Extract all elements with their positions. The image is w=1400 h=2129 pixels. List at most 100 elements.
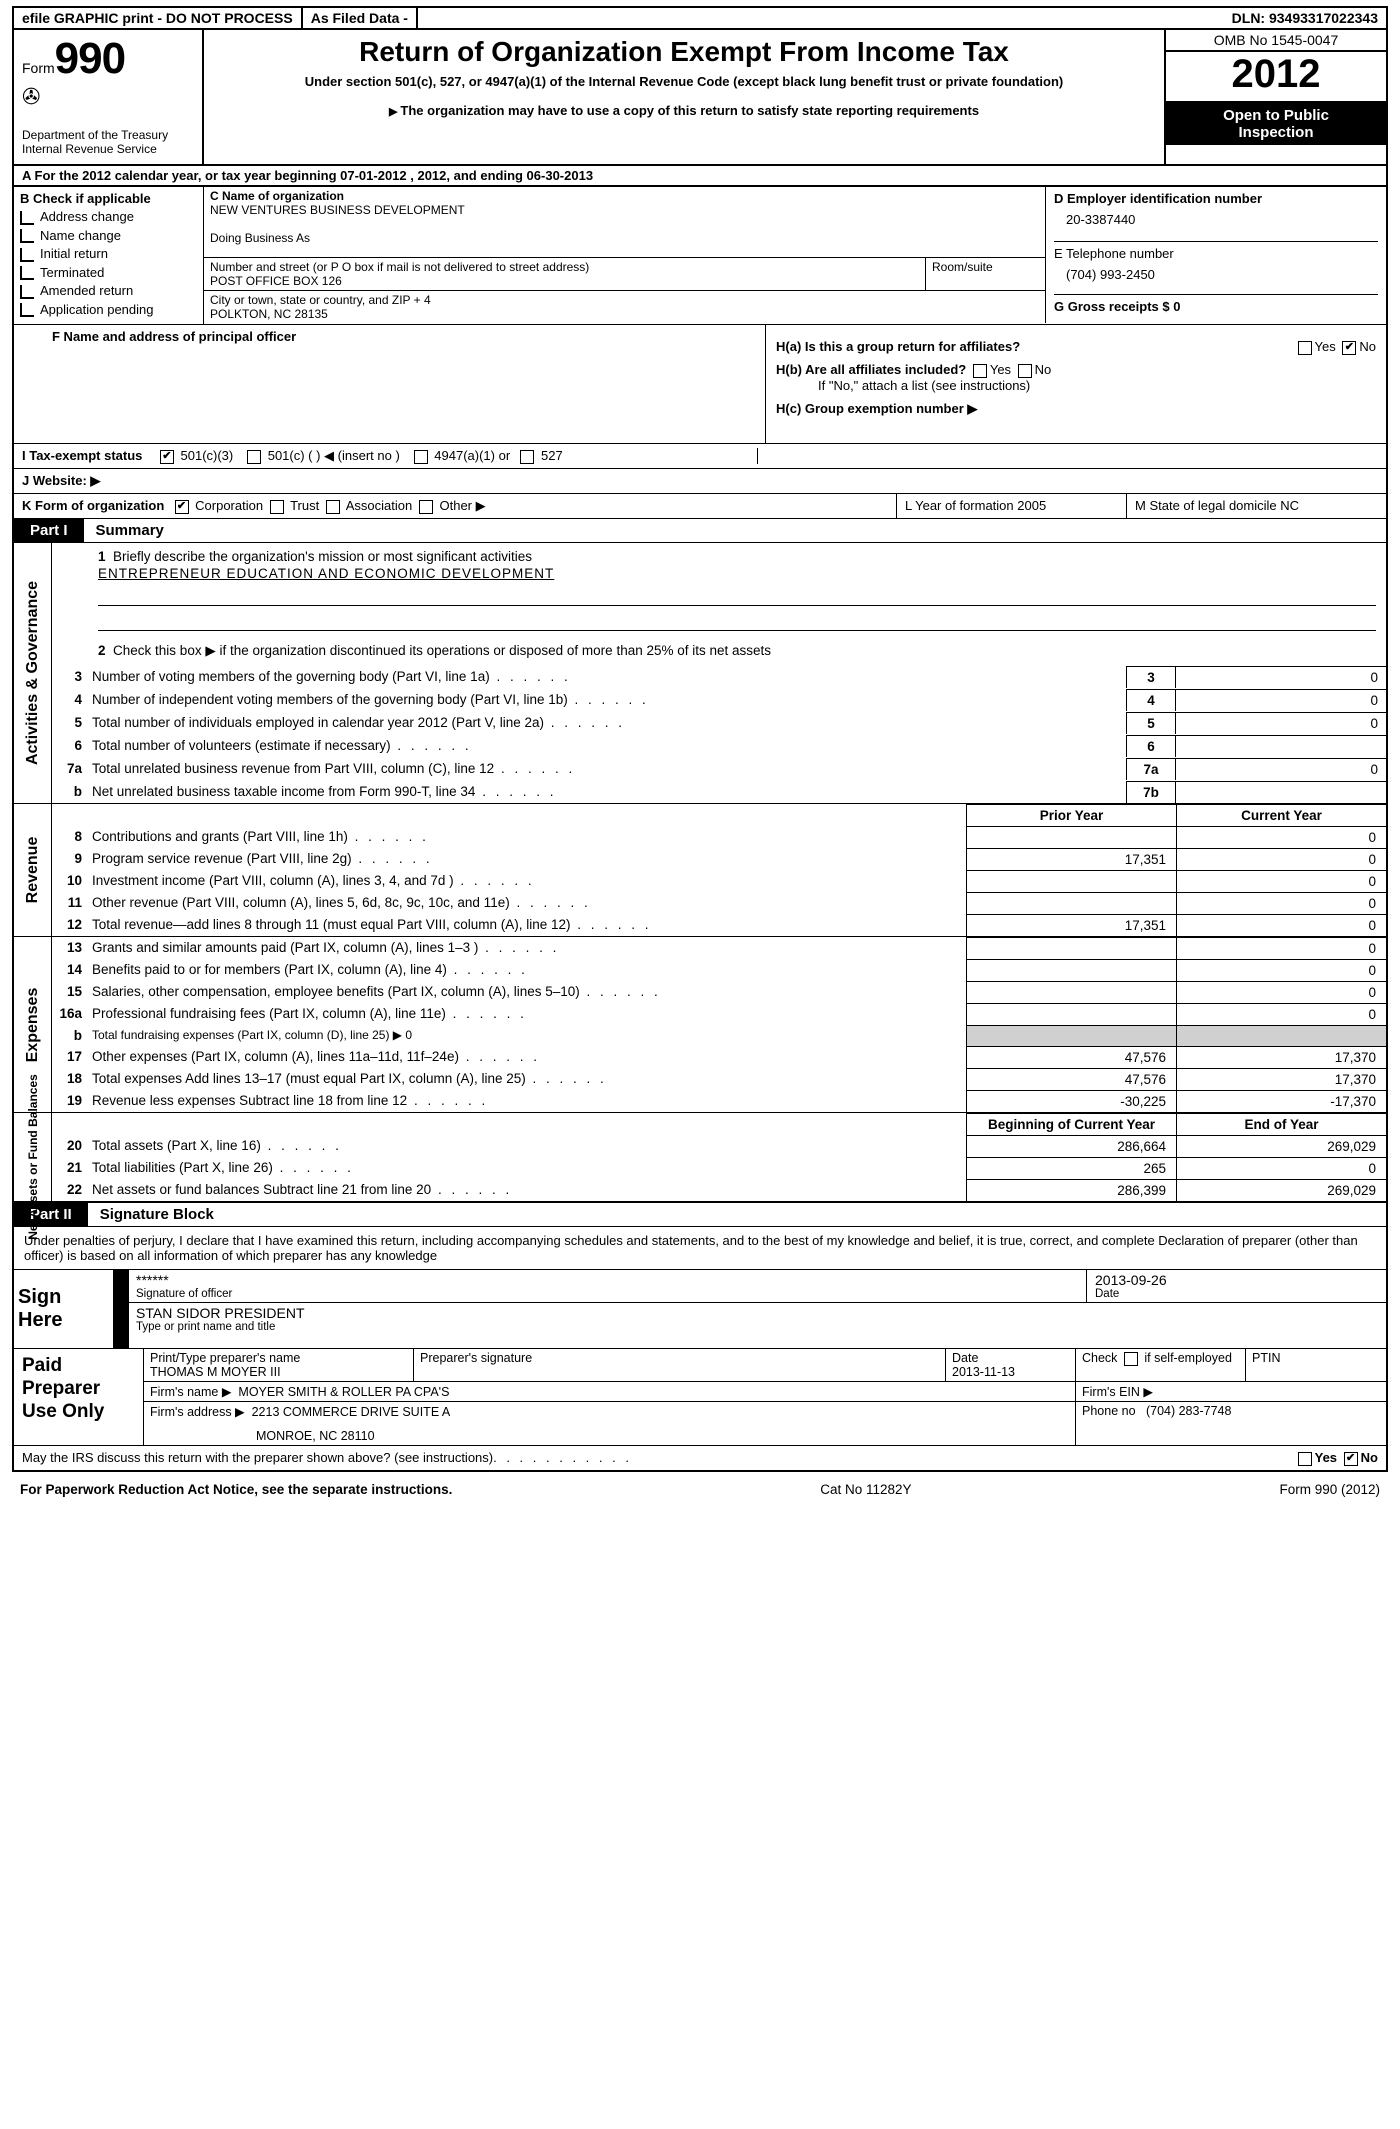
net-assets-block: Net Assets or Fund Balances Beginning of… [12,1112,1388,1203]
dept-line: Department of the Treasury [22,128,194,142]
ha-no-checkbox[interactable]: ✔ [1342,341,1356,355]
phone-value: (704) 993-2450 [1066,267,1378,282]
assoc-checkbox[interactable] [326,500,340,514]
address-cell: Number and street (or P O box if mail is… [204,258,926,291]
officer-name-cell: STAN SIDOR PRESIDENT Type or print name … [128,1303,1386,1335]
form-subtitle-2: The organization may have to use a copy … [210,103,1158,118]
firm-phone-cell: Phone no (704) 283-7748 [1076,1402,1386,1445]
hb-no-checkbox[interactable] [1018,364,1032,378]
header-left: Form990 ✇ Department of the Treasury Int… [14,30,204,164]
table-row: 4Number of independent voting members of… [52,688,1386,711]
column-c-org: C Name of organization NEW VENTURES BUSI… [204,187,1046,324]
table-row: 10Investment income (Part VIII, column (… [52,870,1386,892]
4947-checkbox[interactable] [414,450,428,464]
q1-mission: 1 Briefly describe the organization's mi… [52,543,1386,637]
signature-block: Under penalties of perjury, I declare th… [12,1226,1388,1472]
e-label: E Telephone number [1054,241,1378,261]
check-application-pending[interactable]: Application pending [20,302,197,318]
line-j: J Website: ▶ [12,468,1388,493]
line-k-l-m: K Form of organization ✔ Corporation Tru… [12,493,1388,518]
column-d-e-g: D Employer identification number 20-3387… [1046,187,1386,324]
table-row: 16aProfessional fundraising fees (Part I… [52,1003,1386,1025]
tax-year: 2012 [1166,52,1386,103]
501c-checkbox[interactable] [247,450,261,464]
discuss-no-checkbox[interactable]: ✔ [1344,1452,1358,1466]
section-b-c-d: B Check if applicable Address change Nam… [12,187,1388,324]
check-initial-return[interactable]: Initial return [20,246,197,262]
discuss-with-preparer-row: May the IRS discuss this return with the… [14,1445,1386,1470]
firm-ein-cell: Firm's EIN ▶ [1076,1382,1386,1401]
expenses-block: Expenses 13Grants and similar amounts pa… [12,936,1388,1112]
org-name-cell: C Name of organization NEW VENTURES BUSI… [204,187,1046,258]
paid-preparer-row: Paid Preparer Use Only Print/Type prepar… [14,1348,1386,1445]
self-employed-checkbox[interactable] [1124,1352,1138,1366]
net-header-row: Beginning of Current Year End of Year [52,1113,1386,1135]
table-row: 20Total assets (Part X, line 16)286,6642… [52,1135,1386,1157]
501c3-checkbox[interactable]: ✔ [160,450,174,464]
dln-cell: DLN: 93493317022343 [1224,8,1386,28]
vlabel-governance: Activities & Governance [14,543,52,803]
table-row: 17Other expenses (Part IX, column (A), l… [52,1046,1386,1068]
corp-checkbox[interactable]: ✔ [175,500,189,514]
check-name-change[interactable]: Name change [20,228,197,244]
dln-label: DLN: [1232,10,1265,26]
part-2-header: Part II Signature Block [12,1203,1388,1226]
part-1-header: Part I Summary [12,518,1388,542]
column-b-checks: B Check if applicable Address change Nam… [14,187,204,324]
f-principal-officer: F Name and address of principal officer [14,325,766,443]
inspection-notice: Open to Public Inspection [1166,103,1386,145]
self-employed-cell: Check if self-employed [1076,1349,1246,1381]
q2-discontinued: 2 Check this box ▶ if the organization d… [52,637,1386,665]
table-row: 6Total number of volunteers (estimate if… [52,734,1386,757]
revenue-block: Revenue Prior Year Current Year 8Contrib… [12,803,1388,936]
dba-label: Doing Business As [210,231,1039,245]
sign-arrow-icon [114,1270,129,1348]
form-title: Return of Organization Exempt From Incom… [210,36,1158,68]
header-right: OMB No 1545-0047 2012 Open to Public Ins… [1166,30,1386,164]
ha-line: H(a) Is this a group return for affiliat… [776,339,1376,354]
527-checkbox[interactable] [520,450,534,464]
table-row: 9Program service revenue (Part VIII, lin… [52,848,1386,870]
activities-governance-block: Activities & Governance 1 Briefly descri… [12,542,1388,803]
table-row: 11Other revenue (Part VIII, column (A), … [52,892,1386,914]
line-a-tax-year: A For the 2012 calendar year, or tax yea… [12,166,1388,187]
line-i: I Tax-exempt status ✔ 501(c)(3) 501(c) (… [22,448,758,464]
address-value: POST OFFICE BOX 126 [210,274,919,288]
paperwork-notice: For Paperwork Reduction Act Notice, see … [20,1482,452,1497]
cat-number: Cat No 11282Y [820,1482,911,1497]
table-row: 3Number of voting members of the governi… [52,665,1386,688]
form-990-page: efile GRAPHIC print - DO NOT PROCESS As … [0,0,1400,1519]
principal-officer-row: F Name and address of principal officer … [12,324,1388,443]
check-terminated[interactable]: Terminated [20,265,197,281]
part-1-title: Summary [96,522,164,539]
firm-address-cell: Firm's address ▶ 2213 COMMERCE DRIVE SUI… [144,1402,1076,1445]
prep-sig-cell: Preparer's signature [414,1349,946,1381]
table-row: 7aTotal unrelated business revenue from … [52,757,1386,780]
other-checkbox[interactable] [419,500,433,514]
ha-yes-checkbox[interactable] [1298,341,1312,355]
paid-preparer-label: Paid Preparer Use Only [14,1349,144,1445]
check-amended[interactable]: Amended return [20,283,197,299]
form-subtitle-1: Under section 501(c), 527, or 4947(a)(1)… [210,74,1158,89]
vlabel-revenue: Revenue [14,804,52,936]
hb-yes-checkbox[interactable] [973,364,987,378]
line-i-j-row: I Tax-exempt status ✔ 501(c)(3) 501(c) (… [12,443,1388,468]
form-header: Form990 ✇ Department of the Treasury Int… [12,30,1388,166]
ein-value: 20-3387440 [1066,212,1378,227]
page-footer: For Paperwork Reduction Act Notice, see … [12,1472,1388,1507]
d-label: D Employer identification number [1054,191,1378,206]
line-l: L Year of formation 2005 [896,494,1126,518]
check-address-change[interactable]: Address change [20,209,197,225]
discuss-yes-checkbox[interactable] [1298,1452,1312,1466]
sign-here-label: Sign Here [14,1270,114,1348]
table-row: 21Total liabilities (Part X, line 26)265… [52,1157,1386,1179]
part-2-title: Signature Block [100,1206,214,1223]
header-middle: Return of Organization Exempt From Incom… [204,30,1166,164]
signature-date-cell: 2013-09-26 Date [1086,1270,1386,1302]
org-name: NEW VENTURES BUSINESS DEVELOPMENT [210,203,1039,217]
b-label: B Check if applicable [20,191,197,206]
trust-checkbox[interactable] [270,500,284,514]
g-gross-receipts: G Gross receipts $ 0 [1054,294,1378,314]
hb-line: H(b) Are all affiliates included? Yes No… [776,362,1376,393]
prep-date-cell: Date 2013-11-13 [946,1349,1076,1381]
